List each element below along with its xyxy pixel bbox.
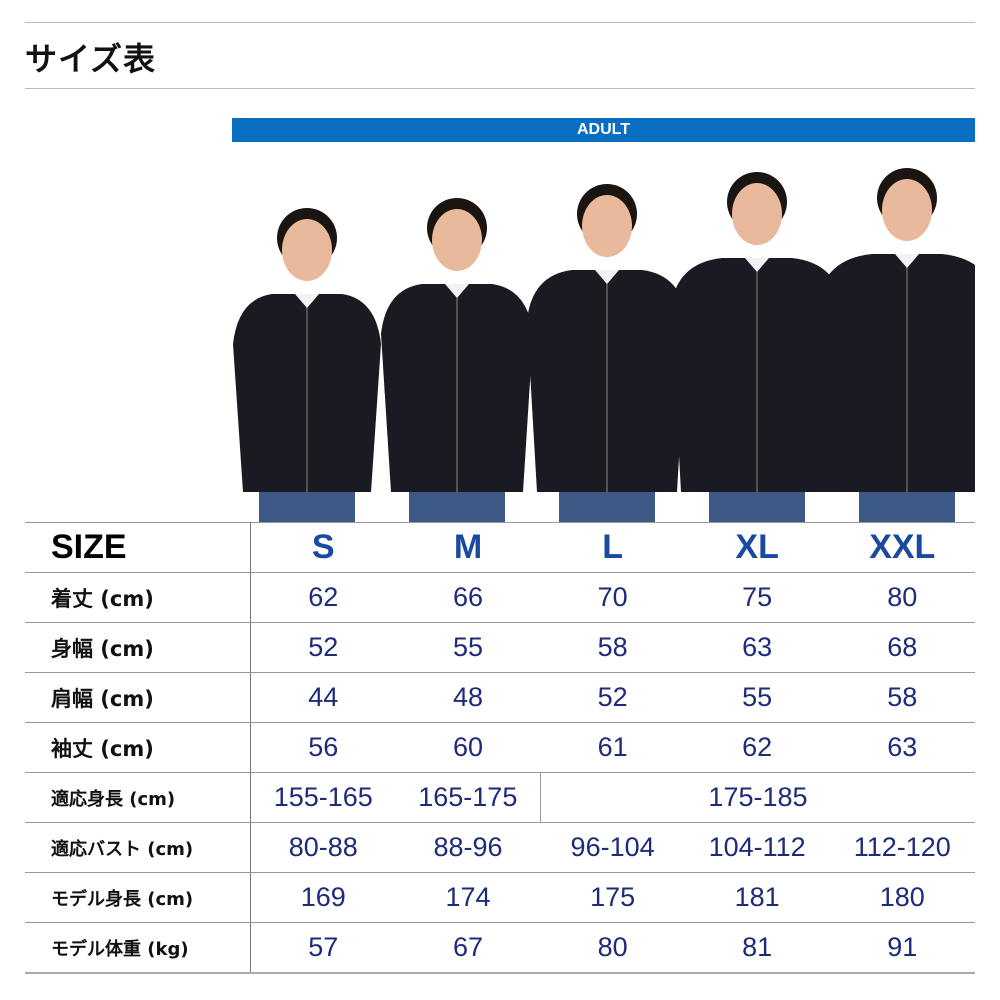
cell: 68 — [829, 622, 975, 673]
cell: 63 — [829, 722, 975, 773]
size-xxl: XXL — [829, 522, 975, 573]
cell: 62 — [684, 722, 830, 773]
cell: 181 — [684, 872, 830, 923]
cell: 60 — [395, 722, 541, 773]
cell: 112-120 — [829, 822, 975, 873]
size-header-label: SIZE — [25, 522, 251, 573]
face — [732, 183, 782, 245]
cell: 66 — [395, 572, 541, 623]
size-m: M — [395, 522, 541, 573]
cell: 61 — [540, 722, 685, 773]
top-divider — [25, 22, 975, 23]
tshirt-collar — [295, 294, 319, 308]
cell: 58 — [540, 622, 685, 673]
tshirt-collar — [895, 254, 919, 268]
cell: 80 — [540, 922, 685, 974]
table-row: 適応身長 (cm) 155-165 165-175 175-185 — [25, 772, 975, 823]
size-table: SIZE S M L XL XXL 着丈 (cm) 62 66 70 75 80… — [25, 522, 975, 974]
row-label: 袖丈 (cm) — [25, 722, 251, 773]
cell: 44 — [250, 672, 396, 723]
cell: 62 — [250, 572, 396, 623]
cell: 165-175 — [395, 772, 541, 823]
model-xl — [671, 172, 843, 522]
cell: 58 — [829, 672, 975, 723]
cell: 174 — [395, 872, 541, 923]
hoodie — [818, 254, 975, 492]
cell: 63 — [684, 622, 830, 673]
table-row: 袖丈 (cm) 56 60 61 62 63 — [25, 722, 975, 773]
face — [432, 209, 482, 271]
adult-band: ADULT — [232, 118, 975, 142]
title-divider — [25, 88, 975, 89]
cell-merged: 175-185 — [540, 772, 975, 823]
table-row: 身幅 (cm) 52 55 58 63 68 — [25, 622, 975, 673]
face — [582, 195, 632, 257]
table-row: モデル体重 (kg) 57 67 80 81 91 — [25, 922, 975, 974]
row-label: 適応バスト (cm) — [25, 822, 251, 873]
cell: 52 — [250, 622, 396, 673]
cell: 57 — [250, 922, 396, 974]
model-xxl — [818, 168, 975, 522]
cell: 104-112 — [684, 822, 830, 873]
cell: 56 — [250, 722, 396, 773]
row-label: 肩幅 (cm) — [25, 672, 251, 723]
table-row: 着丈 (cm) 62 66 70 75 80 — [25, 572, 975, 623]
size-header-row: SIZE S M L XL XXL — [25, 522, 975, 573]
table-row: 適応バスト (cm) 80-88 88-96 96-104 104-112 11… — [25, 822, 975, 873]
cell: 91 — [829, 922, 975, 974]
cell: 67 — [395, 922, 541, 974]
table-row: 肩幅 (cm) 44 48 52 55 58 — [25, 672, 975, 723]
tshirt-collar — [595, 270, 619, 284]
cell: 55 — [395, 622, 541, 673]
size-s: S — [250, 522, 396, 573]
row-label: 着丈 (cm) — [25, 572, 251, 623]
cell: 48 — [395, 672, 541, 723]
row-label: 身幅 (cm) — [25, 622, 251, 673]
cell: 88-96 — [395, 822, 541, 873]
row-label: 適応身長 (cm) — [25, 772, 251, 823]
cell: 55 — [684, 672, 830, 723]
cell: 80 — [829, 572, 975, 623]
cell: 80-88 — [250, 822, 396, 873]
cell: 81 — [684, 922, 830, 974]
size-l: L — [540, 522, 685, 573]
cell: 70 — [540, 572, 685, 623]
cell: 52 — [540, 672, 685, 723]
size-xl: XL — [684, 522, 830, 573]
page-title: サイズ表 — [25, 40, 157, 78]
cell: 96-104 — [540, 822, 685, 873]
model-m — [381, 198, 533, 522]
model-l — [527, 184, 687, 522]
cell: 180 — [829, 872, 975, 923]
face — [882, 179, 932, 241]
cell: 175 — [540, 872, 685, 923]
tshirt-collar — [445, 284, 469, 298]
face — [282, 219, 332, 281]
cell: 155-165 — [250, 772, 396, 823]
cell: 169 — [250, 872, 396, 923]
model-photos — [233, 168, 975, 522]
table-row: モデル身長 (cm) 169 174 175 181 180 — [25, 872, 975, 923]
tshirt-collar — [745, 258, 769, 272]
row-label: モデル体重 (kg) — [25, 922, 251, 974]
model-s — [233, 208, 381, 522]
cell: 75 — [684, 572, 830, 623]
row-label: モデル身長 (cm) — [25, 872, 251, 923]
